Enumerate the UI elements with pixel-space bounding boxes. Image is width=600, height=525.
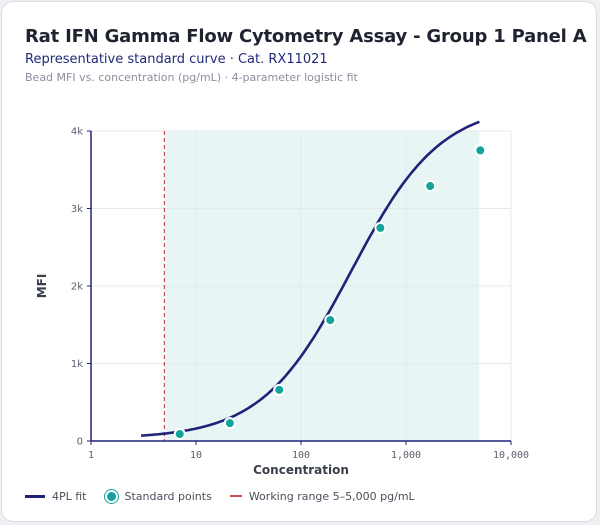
y-tick-label: 2k [71,282,83,293]
standard-point [474,144,487,157]
chart-caption: Bead MFI vs. concentration (pg/mL) · 4-p… [25,71,358,84]
x-tick-label: 10,000 [493,450,529,461]
legend-item-range: Working range 5–5,000 pg/mL [229,489,415,503]
chart-subtitle: Representative standard curve · Cat. RX1… [25,52,328,67]
legend-fit-label: 4PL fit [52,489,87,503]
standard-point [324,314,337,327]
legend-dot-swatch [104,489,118,503]
chart-title: Rat IFN Gamma Flow Cytometry Assay - Gro… [25,26,587,47]
y-tick-label: 0 [77,437,83,448]
y-axis-title: MFI [35,274,49,299]
standard-points [173,144,487,441]
horizontal-gridlines [91,130,511,364]
legend-dash-swatch [229,495,242,497]
y-tick-label: 4k [71,127,83,138]
x-tick-label: 1,000 [391,450,421,461]
y-tick-label: 1k [71,359,83,370]
x-axis-ticks: 1 10 100 1,000 10,000 [88,441,529,461]
legend-item-points: Standard points [104,489,212,503]
standard-point [273,383,286,396]
standard-point [173,428,186,441]
x-tick-label: 100 [292,450,310,461]
x-tick-label: 10 [190,450,202,461]
x-tick-label: 1 [88,450,94,461]
legend-line-swatch [25,494,45,498]
y-tick-label: 3k [71,204,83,215]
standard-point [424,180,437,193]
legend-item-fit: 4PL fit [25,490,87,503]
y-axis-ticks: 0 1k 2k 3k 4k [71,127,91,448]
legend-points-label: Standard points [124,489,212,503]
standard-point [223,417,236,430]
chart-legend: 4PL fit Standard points Working range 5–… [25,488,433,504]
standard-point [374,221,387,234]
x-axis-title: Concentration [253,463,349,477]
legend-range-label: Working range 5–5,000 pg/mL [248,489,415,503]
fit-curve [141,120,480,437]
